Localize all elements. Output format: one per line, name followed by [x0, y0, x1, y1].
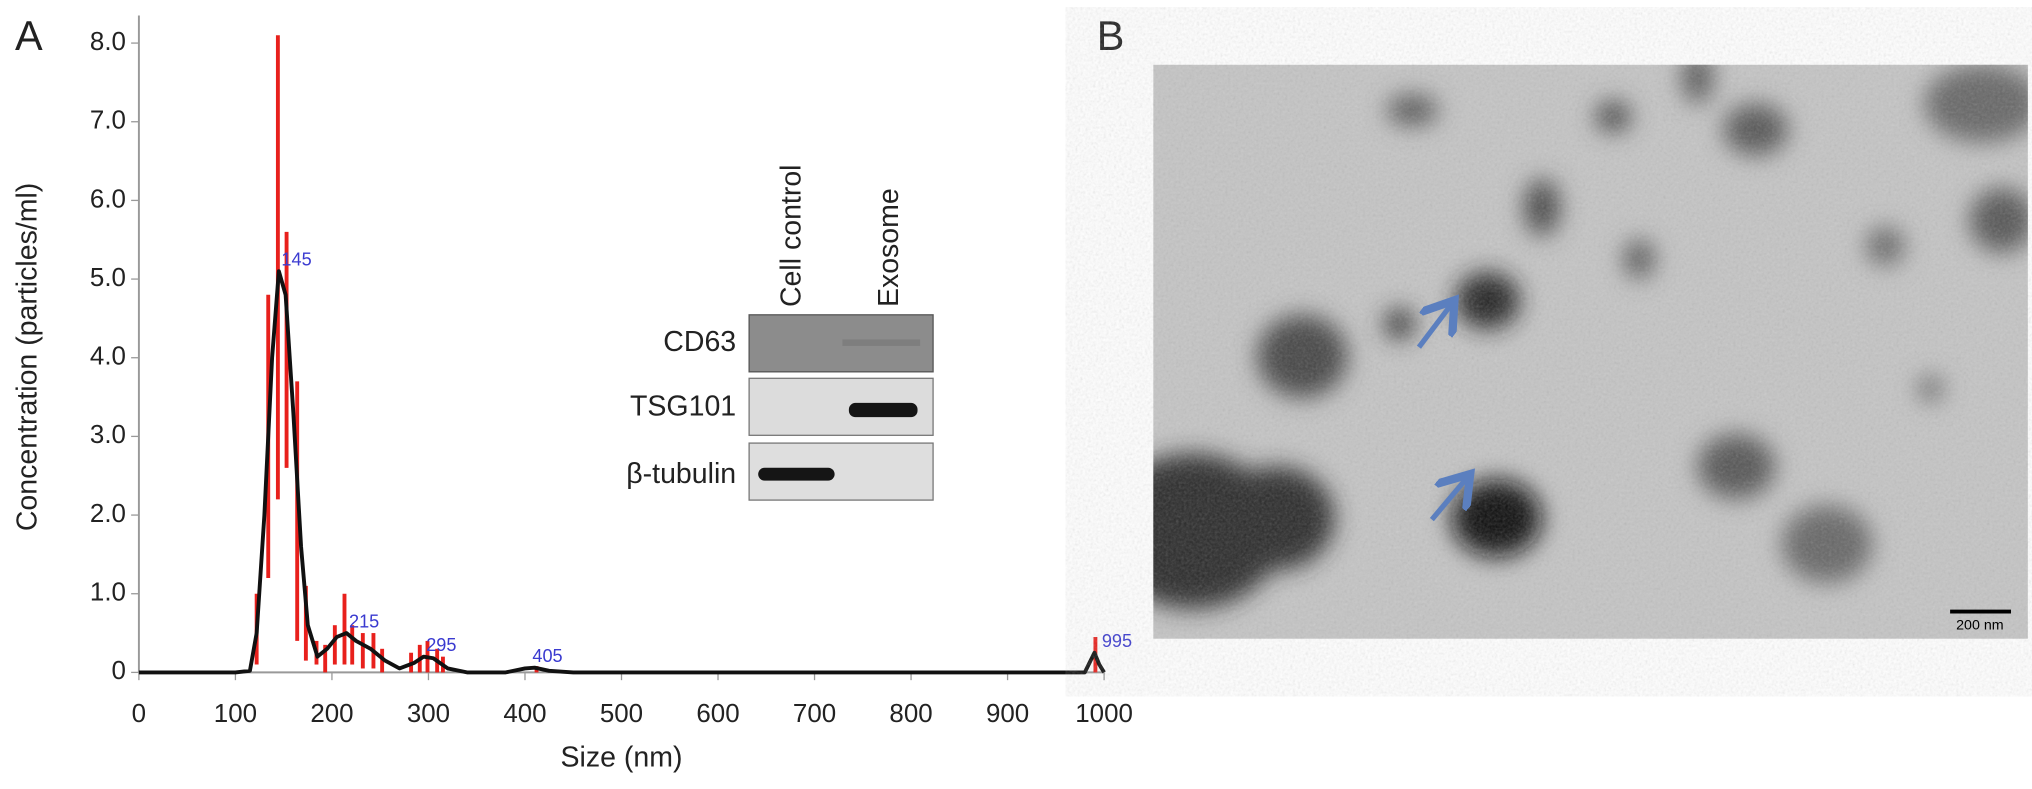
y-tick-label: 2.0 [90, 500, 126, 528]
x-tick-label: 300 [407, 700, 450, 728]
micrograph-grain [1153, 64, 2028, 639]
blot-column-label: Cell control [776, 164, 808, 307]
y-tick-label: 4.0 [90, 343, 126, 371]
y-tick-label: 7.0 [90, 107, 126, 135]
y-tick-label: 5.0 [90, 264, 126, 292]
y-tick-label: 0 [112, 657, 126, 685]
peak-label: 995 [1102, 631, 1132, 651]
x-tick-label: 400 [503, 700, 546, 728]
x-tick-label: 0 [132, 700, 146, 728]
x-tick-label: 800 [889, 700, 932, 728]
blot-inset: Cell control Exosome CD63 TSG101 β-tubul… [626, 164, 934, 501]
arrow [1429, 478, 1467, 522]
micrograph: 200 nm [1153, 64, 2028, 639]
peak-label: 145 [281, 250, 311, 270]
peak-label: 295 [426, 635, 456, 655]
x-tick-label: 600 [696, 700, 739, 728]
y-tick-label: 8.0 [90, 28, 126, 56]
y-tick-label: 6.0 [90, 185, 126, 213]
x-tick-label: 700 [793, 700, 836, 728]
blot-band [848, 402, 918, 418]
panel-label: B [1097, 12, 1125, 59]
y-axis-label: Concentration (particles/ml) [11, 183, 43, 531]
blot-band [842, 339, 921, 346]
blot-band [758, 467, 835, 481]
x-tick-label: 500 [600, 700, 643, 728]
plot: 0 1.0 2.0 3.0 4.0 5.0 6.0 7.0 8.0 0 100 200 300 400 50… [11, 15, 1133, 774]
peak-label: 405 [532, 646, 562, 666]
blot-row-label: TSG101 [630, 391, 736, 423]
x-tick-label: 900 [986, 700, 1029, 728]
peak-label: 215 [349, 611, 379, 631]
blot-column-label: Exosome [873, 188, 905, 307]
scale-bar-label: 200 nm [1956, 618, 2004, 634]
panel-label: A [15, 12, 43, 59]
x-tick-label: 200 [310, 700, 353, 728]
arrow [1416, 304, 1451, 349]
y-tick-label: 1.0 [90, 579, 126, 607]
x-axis-label: Size (nm) [561, 742, 683, 774]
y-tick-label: 3.0 [90, 421, 126, 449]
x-tick-label: 100 [214, 700, 257, 728]
curve [138, 269, 1106, 675]
blot-row-label: β-tubulin [626, 458, 736, 490]
blot-row-label: CD63 [663, 326, 736, 358]
x-tick-label: 1000 [1075, 700, 1133, 728]
